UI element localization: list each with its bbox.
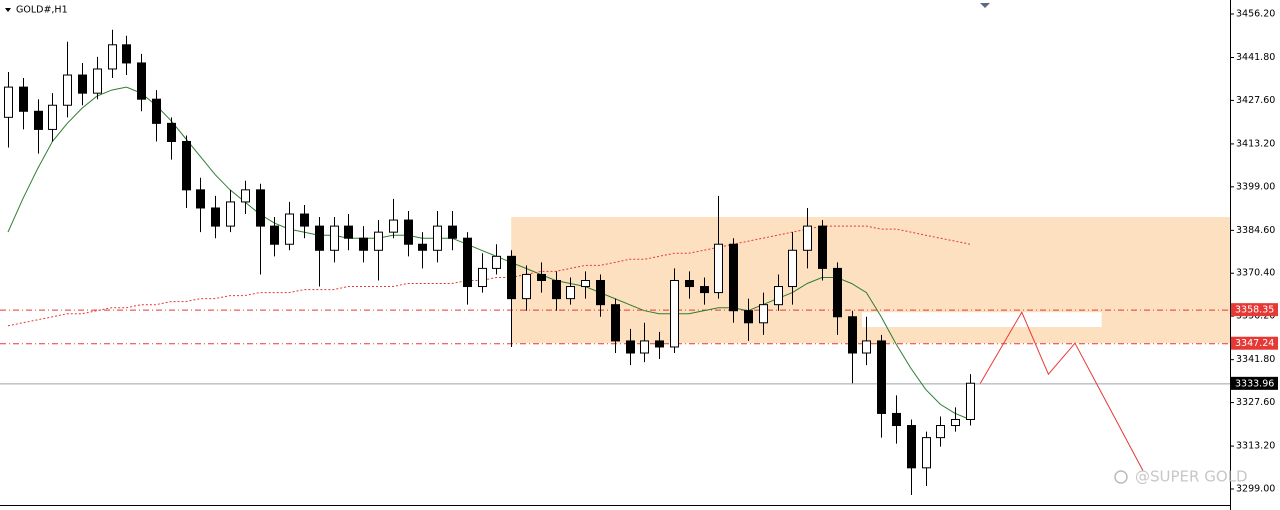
candle-body: [418, 243, 427, 251]
price-label: 3347.24: [1235, 338, 1274, 349]
candle-body: [492, 255, 501, 269]
candle-body: [700, 286, 709, 294]
candle-body: [344, 225, 353, 239]
y-tick-label: 3313.20: [1236, 441, 1275, 452]
y-tick-label: 3299.00: [1236, 483, 1275, 494]
candle-body: [48, 104, 57, 130]
watermark: @SUPER GOLD: [1135, 468, 1248, 486]
candle-body: [389, 219, 398, 233]
white-box: [861, 312, 1102, 328]
candle-body: [951, 418, 960, 427]
candle-body: [685, 279, 694, 288]
y-tick-label: 3456.20: [1236, 8, 1275, 19]
watermark-icon: [1114, 470, 1128, 484]
candle-body: [788, 249, 797, 288]
candle-body: [848, 316, 857, 354]
candle-body: [478, 267, 487, 288]
candle-body: [270, 225, 279, 245]
candle-body: [63, 74, 72, 106]
candle-body: [596, 279, 605, 306]
candle-body: [256, 189, 265, 227]
y-tick-label: 3441.80: [1236, 52, 1275, 63]
candle-body: [122, 44, 131, 64]
price-label: 3333.96: [1235, 378, 1274, 389]
candle-body: [907, 425, 916, 469]
candle-body: [552, 279, 561, 300]
candle-body: [226, 201, 235, 227]
y-tick-label: 3370.40: [1236, 268, 1275, 279]
candle-body: [522, 273, 531, 300]
y-tick-label: 3399.00: [1236, 181, 1275, 192]
candle-body: [877, 340, 886, 414]
moving-average: [7, 225, 971, 327]
candle-body: [404, 219, 413, 245]
candle-body: [19, 86, 28, 112]
candle-body: [803, 225, 812, 251]
candle-body: [936, 425, 945, 439]
candle-body: [4, 86, 13, 118]
candle-body: [611, 304, 620, 342]
candle-body: [152, 98, 161, 124]
candle-body: [93, 68, 102, 94]
candle-body: [714, 243, 723, 294]
candle-body: [448, 225, 457, 239]
price-label-box: [1231, 376, 1278, 390]
candle-body: [374, 231, 383, 251]
candle-body: [167, 122, 176, 143]
y-tick-label: 3384.60: [1236, 225, 1275, 236]
candle-body: [640, 340, 649, 354]
candle-body: [463, 237, 472, 288]
candle-body: [833, 267, 842, 318]
candle-body: [670, 279, 679, 348]
candle-body: [285, 213, 294, 245]
candle-body: [34, 110, 43, 130]
candle-body: [78, 74, 87, 94]
price-label-box: [1231, 303, 1278, 317]
candle-body: [566, 286, 575, 300]
candle-body: [241, 189, 250, 203]
candle-body: [300, 213, 309, 227]
candle-body: [655, 340, 664, 348]
candle-body: [744, 310, 753, 324]
candle-body: [182, 141, 191, 191]
price-label-box: [1231, 336, 1278, 350]
y-tick-label: 3427.60: [1236, 95, 1275, 106]
candle-body: [729, 243, 738, 312]
symbol-menu-icon[interactable]: [5, 8, 11, 12]
price-axis: 3456.20 3441.80 3427.60 3413.20 3399.00 3384.…: [1230, 8, 1278, 494]
candle-body: [626, 340, 635, 354]
candle-body: [581, 279, 590, 288]
candle-body: [196, 189, 205, 209]
candle-body: [537, 273, 546, 281]
candle-body: [966, 382, 975, 420]
y-tick-label: 3413.20: [1236, 138, 1275, 149]
candle-body: [359, 237, 368, 251]
moving-average: [7, 86, 971, 420]
candle-body: [774, 286, 783, 306]
candle-body: [862, 340, 871, 354]
projection-path: [979, 311, 1144, 472]
chart-title: GOLD#,H1: [16, 5, 68, 16]
candle-body: [892, 412, 901, 427]
candle-body: [759, 304, 768, 324]
candle-body: [108, 44, 117, 70]
candle-body: [315, 225, 324, 251]
plot-area: [0, 29, 1230, 496]
candle-body: [922, 437, 931, 469]
candle-body: [818, 225, 827, 269]
shift-marker: [980, 3, 990, 8]
y-tick-label: 3327.60: [1236, 397, 1275, 408]
candle-body: [507, 255, 516, 300]
candle-body: [137, 62, 146, 100]
y-tick-label: 3341.80: [1236, 354, 1275, 365]
candle-body: [211, 207, 220, 227]
candle-body: [433, 225, 442, 251]
candle-body: [330, 225, 339, 251]
price-label: 3358.35: [1235, 305, 1274, 316]
